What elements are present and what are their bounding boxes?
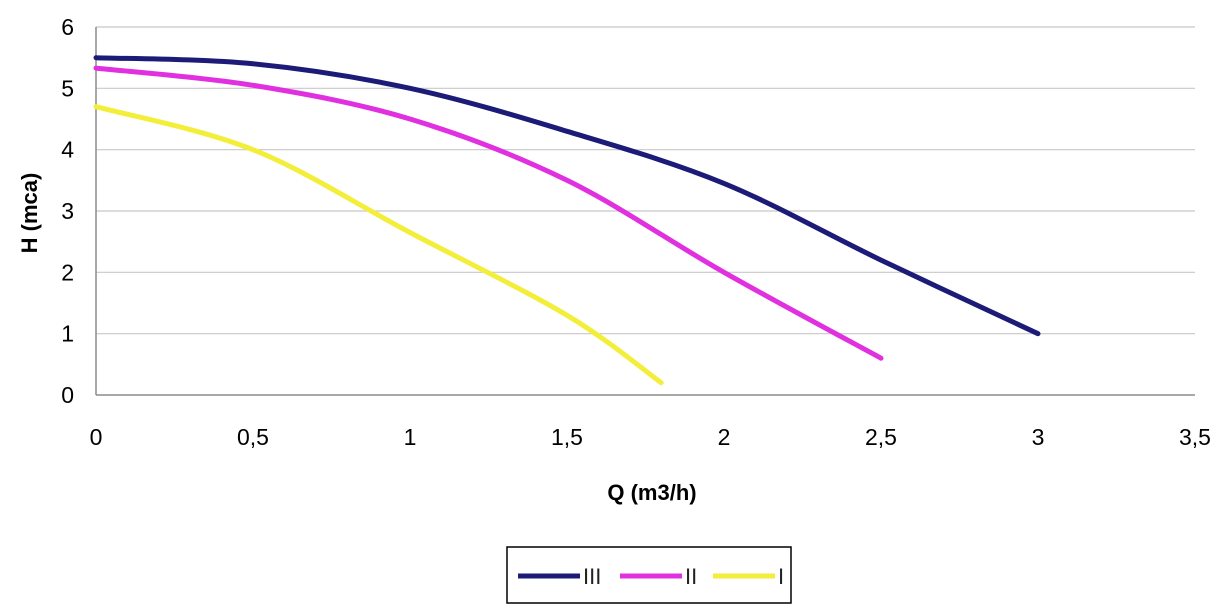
x-tick-label: 2,5: [865, 424, 897, 450]
plot-area: [95, 27, 1195, 396]
x-tick-label: 2: [718, 424, 731, 450]
y-tick-labels: 0 1 2 3 4 5 6: [61, 14, 74, 408]
y-axis-title: H (mca): [17, 173, 42, 254]
x-tick-labels: 0 0,5 1 1,5 2 2,5 3 3,5: [90, 424, 1211, 450]
y-tick-label: 4: [61, 137, 74, 163]
x-axis-title: Q (m3/h): [607, 480, 696, 505]
legend-label-iii: III: [583, 564, 601, 589]
x-tick-label: 1,5: [551, 424, 583, 450]
x-tick-label: 3: [1032, 424, 1045, 450]
legend-label-i: I: [778, 564, 784, 589]
x-tick-label: 3,5: [1179, 424, 1211, 450]
series-lines: [93, 55, 1041, 386]
y-tick-label: 2: [61, 259, 74, 285]
y-tick-label: 3: [61, 198, 74, 224]
x-tick-label: 0: [90, 424, 103, 450]
series-line-ii: [93, 65, 884, 361]
y-tick-label: 0: [61, 382, 74, 408]
x-tick-label: 0,5: [237, 424, 269, 450]
y-tick-label: 1: [61, 321, 74, 347]
series-line-i: [93, 104, 664, 386]
y-tick-label: 5: [61, 75, 74, 101]
y-tick-label: 6: [61, 14, 74, 40]
legend-label-ii: II: [685, 564, 697, 589]
legend: III II I: [506, 546, 792, 604]
gridlines: [96, 26, 1195, 335]
x-tick-label: 1: [404, 424, 417, 450]
series-line-iii: [93, 55, 1041, 337]
